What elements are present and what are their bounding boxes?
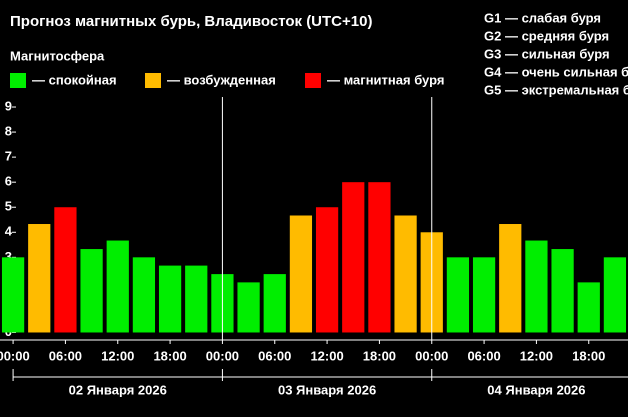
- y-tick-label: 3: [5, 249, 12, 264]
- scale-note: G5 — экстремальная буря: [484, 82, 628, 97]
- bar: [603, 257, 627, 333]
- scale-note: G1 — слабая буря: [484, 10, 601, 25]
- bar: [158, 265, 182, 333]
- y-tick-label: 7: [5, 149, 12, 164]
- bar: [525, 240, 548, 333]
- legend-label: — возбужденная: [167, 72, 276, 87]
- day-label: 02 Января 2026: [69, 382, 167, 397]
- bar: [577, 282, 600, 333]
- x-tick-label: 00:00: [0, 348, 30, 363]
- x-tick-label: 06:00: [258, 348, 291, 363]
- y-tick-label: 6: [5, 174, 12, 189]
- x-tick-label: 06:00: [467, 348, 500, 363]
- scale-note: G3 — сильная буря: [484, 46, 610, 61]
- x-tick-label: 18:00: [363, 348, 396, 363]
- bar: [472, 257, 496, 333]
- x-tick-label: 18:00: [572, 348, 605, 363]
- bar: [499, 224, 522, 333]
- x-tick-label: 00:00: [415, 348, 448, 363]
- x-tick-label: 12:00: [101, 348, 134, 363]
- x-tick-label: 18:00: [153, 348, 186, 363]
- bar: [1, 257, 25, 333]
- bar: [342, 182, 365, 333]
- y-tick-label: 8: [5, 124, 12, 139]
- bar: [237, 282, 260, 333]
- legend-label: — магнитная буря: [327, 72, 444, 87]
- bar: [446, 257, 470, 333]
- legend-swatch: [145, 73, 161, 88]
- x-tick-label: 12:00: [520, 348, 553, 363]
- legend-swatch: [305, 73, 321, 88]
- bar: [80, 249, 103, 333]
- subtitle: Магнитосфера: [10, 48, 105, 63]
- scale-note: G2 — средняя буря: [484, 28, 609, 43]
- bar: [289, 215, 313, 333]
- y-tick-label: 9: [5, 98, 12, 113]
- bar: [132, 257, 156, 333]
- x-tick-label: 06:00: [49, 348, 82, 363]
- legend-label: — спокойная: [32, 72, 117, 87]
- x-tick-label: 00:00: [206, 348, 239, 363]
- bar: [263, 274, 286, 333]
- day-label: 03 Января 2026: [278, 382, 376, 397]
- legend-swatch: [10, 73, 26, 88]
- bar: [106, 240, 129, 333]
- bar: [185, 265, 208, 333]
- bar: [551, 249, 574, 333]
- x-tick-label: 12:00: [310, 348, 343, 363]
- y-tick-label: 5: [5, 199, 12, 214]
- bar: [28, 224, 51, 333]
- bar: [368, 182, 391, 333]
- y-tick-label: 4: [5, 224, 13, 239]
- day-label: 04 Января 2026: [487, 382, 585, 397]
- bar: [315, 207, 339, 333]
- bar: [54, 207, 77, 333]
- chart-title: Прогноз магнитных бурь, Владивосток (UTC…: [10, 13, 372, 30]
- scale-note: G4 — очень сильная буря: [484, 64, 628, 79]
- bar: [394, 215, 417, 333]
